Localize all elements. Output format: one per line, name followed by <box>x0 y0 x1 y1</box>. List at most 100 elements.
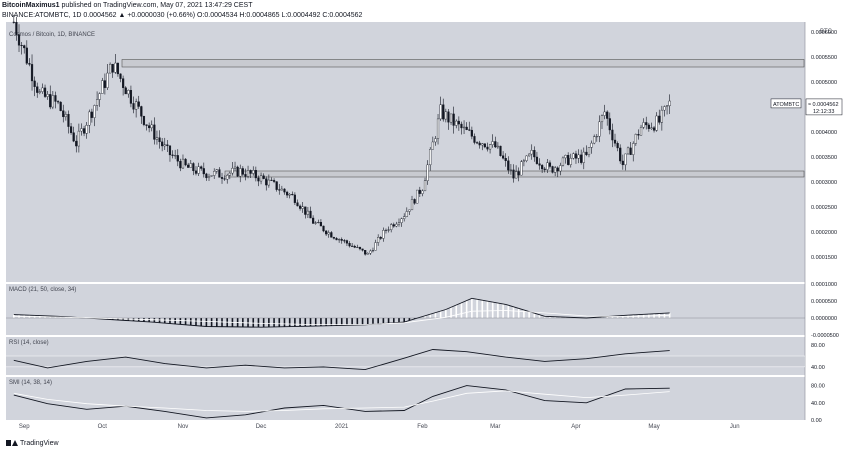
price-tick-label: 0.0005500 <box>811 55 837 61</box>
candle-body <box>213 170 216 176</box>
footer: TradingView <box>6 439 59 447</box>
candle-body <box>431 141 434 150</box>
price-tick-label: 0.0002000 <box>811 230 837 236</box>
macd-histogram-bar <box>507 305 510 318</box>
price-tick-label: 0.0003500 <box>811 155 837 161</box>
candle-body <box>64 114 67 118</box>
candle-body <box>69 126 73 133</box>
macd-histogram-bar <box>184 318 187 325</box>
candle-body <box>382 230 385 239</box>
macd-histogram-bar <box>366 318 369 325</box>
candle-body <box>481 143 484 146</box>
candle-body <box>314 222 317 224</box>
candle-body <box>619 147 622 162</box>
candle-body <box>629 147 632 155</box>
candle-body <box>351 245 354 247</box>
candle-body <box>28 63 31 65</box>
candle-body <box>317 222 320 224</box>
price-tick-label: 0.0001500 <box>811 255 837 261</box>
candle-body <box>46 94 49 97</box>
macd-histogram-bar <box>601 316 603 318</box>
candle-body <box>62 110 65 118</box>
macd-histogram-bar <box>252 318 255 328</box>
candle-body <box>655 115 658 131</box>
macd-histogram-bar <box>491 302 494 318</box>
price-tick-label: 0.0006000 <box>811 30 837 36</box>
macd-histogram-bar <box>372 318 374 325</box>
pane-1-background <box>6 284 805 335</box>
publisher-name: BitcoinMaximus1 <box>2 2 60 9</box>
macd-histogram-bar <box>169 318 171 324</box>
candle-body <box>262 175 265 179</box>
macd-histogram-bar <box>351 318 353 326</box>
candle-body <box>460 123 463 129</box>
candle-body <box>343 240 346 242</box>
macd-histogram-bar <box>377 318 379 324</box>
macd-histogram-bar <box>512 306 515 318</box>
candle-body <box>364 249 367 255</box>
candle-body <box>330 232 333 238</box>
macd-histogram-bar <box>424 315 426 318</box>
candle-body <box>145 124 148 126</box>
candle-body <box>647 124 650 129</box>
candle-body <box>301 206 304 209</box>
macd-histogram-bar <box>476 299 478 318</box>
candle-body <box>624 153 627 166</box>
candle-body <box>567 155 570 165</box>
indicator-1-series-1 <box>13 310 670 325</box>
month-tick-label: 2021 <box>335 424 349 430</box>
candle-body <box>421 190 424 194</box>
resistance-zone <box>121 59 805 68</box>
candle-body <box>632 143 635 155</box>
candle-body <box>41 87 44 92</box>
candle-body <box>600 115 604 123</box>
candle-body <box>340 239 343 241</box>
macd-histogram-bar <box>314 318 317 327</box>
indicator-1-tick-label: 0.0001000 <box>811 282 837 288</box>
macd-histogram-bar <box>408 318 411 321</box>
candle-body <box>241 168 244 175</box>
tradingview-logo-icon <box>6 439 18 447</box>
candle-body <box>207 175 211 179</box>
candle-body <box>515 171 518 179</box>
last-price-symbol: ATOMBTC <box>773 102 799 108</box>
candle-body <box>564 155 567 159</box>
macd-histogram-bar <box>528 311 530 318</box>
macd-histogram-bar <box>538 314 541 318</box>
candle-body <box>103 80 106 88</box>
indicator-1-tick-label: 0.0000000 <box>811 316 837 322</box>
macd-histogram-bar <box>205 318 208 327</box>
month-tick-label: Sep <box>19 424 30 430</box>
candle-body <box>652 127 656 131</box>
candle-body <box>426 164 429 181</box>
candle-body <box>353 245 356 248</box>
candle-body <box>416 189 419 204</box>
candle-body <box>49 94 52 108</box>
candle-body <box>272 180 276 182</box>
candle-body <box>663 106 666 111</box>
macd-histogram-bar <box>158 318 161 323</box>
candle-body <box>161 141 164 147</box>
candle-body <box>598 121 601 137</box>
candle-body <box>512 169 515 179</box>
macd-histogram-bar <box>320 318 322 326</box>
candle-body <box>356 246 359 248</box>
candle-body <box>499 145 502 156</box>
macd-histogram-bar <box>325 318 327 326</box>
macd-histogram-bar <box>330 318 333 326</box>
candle-body <box>637 134 640 136</box>
candle-body <box>124 87 127 95</box>
candle-body <box>668 100 671 106</box>
candle-body <box>574 153 578 159</box>
candle-body <box>259 175 263 182</box>
candle-body <box>187 164 190 168</box>
candle-body <box>127 90 130 95</box>
last-price-value: ≈ 0.0004562 <box>808 102 839 108</box>
candle-body <box>465 126 468 130</box>
month-tick-label: Dec <box>256 424 267 430</box>
candle-body <box>189 163 192 168</box>
candle-body <box>257 177 260 182</box>
candle-body <box>56 101 60 103</box>
rsi-band <box>6 356 805 367</box>
candle-body <box>116 62 120 75</box>
